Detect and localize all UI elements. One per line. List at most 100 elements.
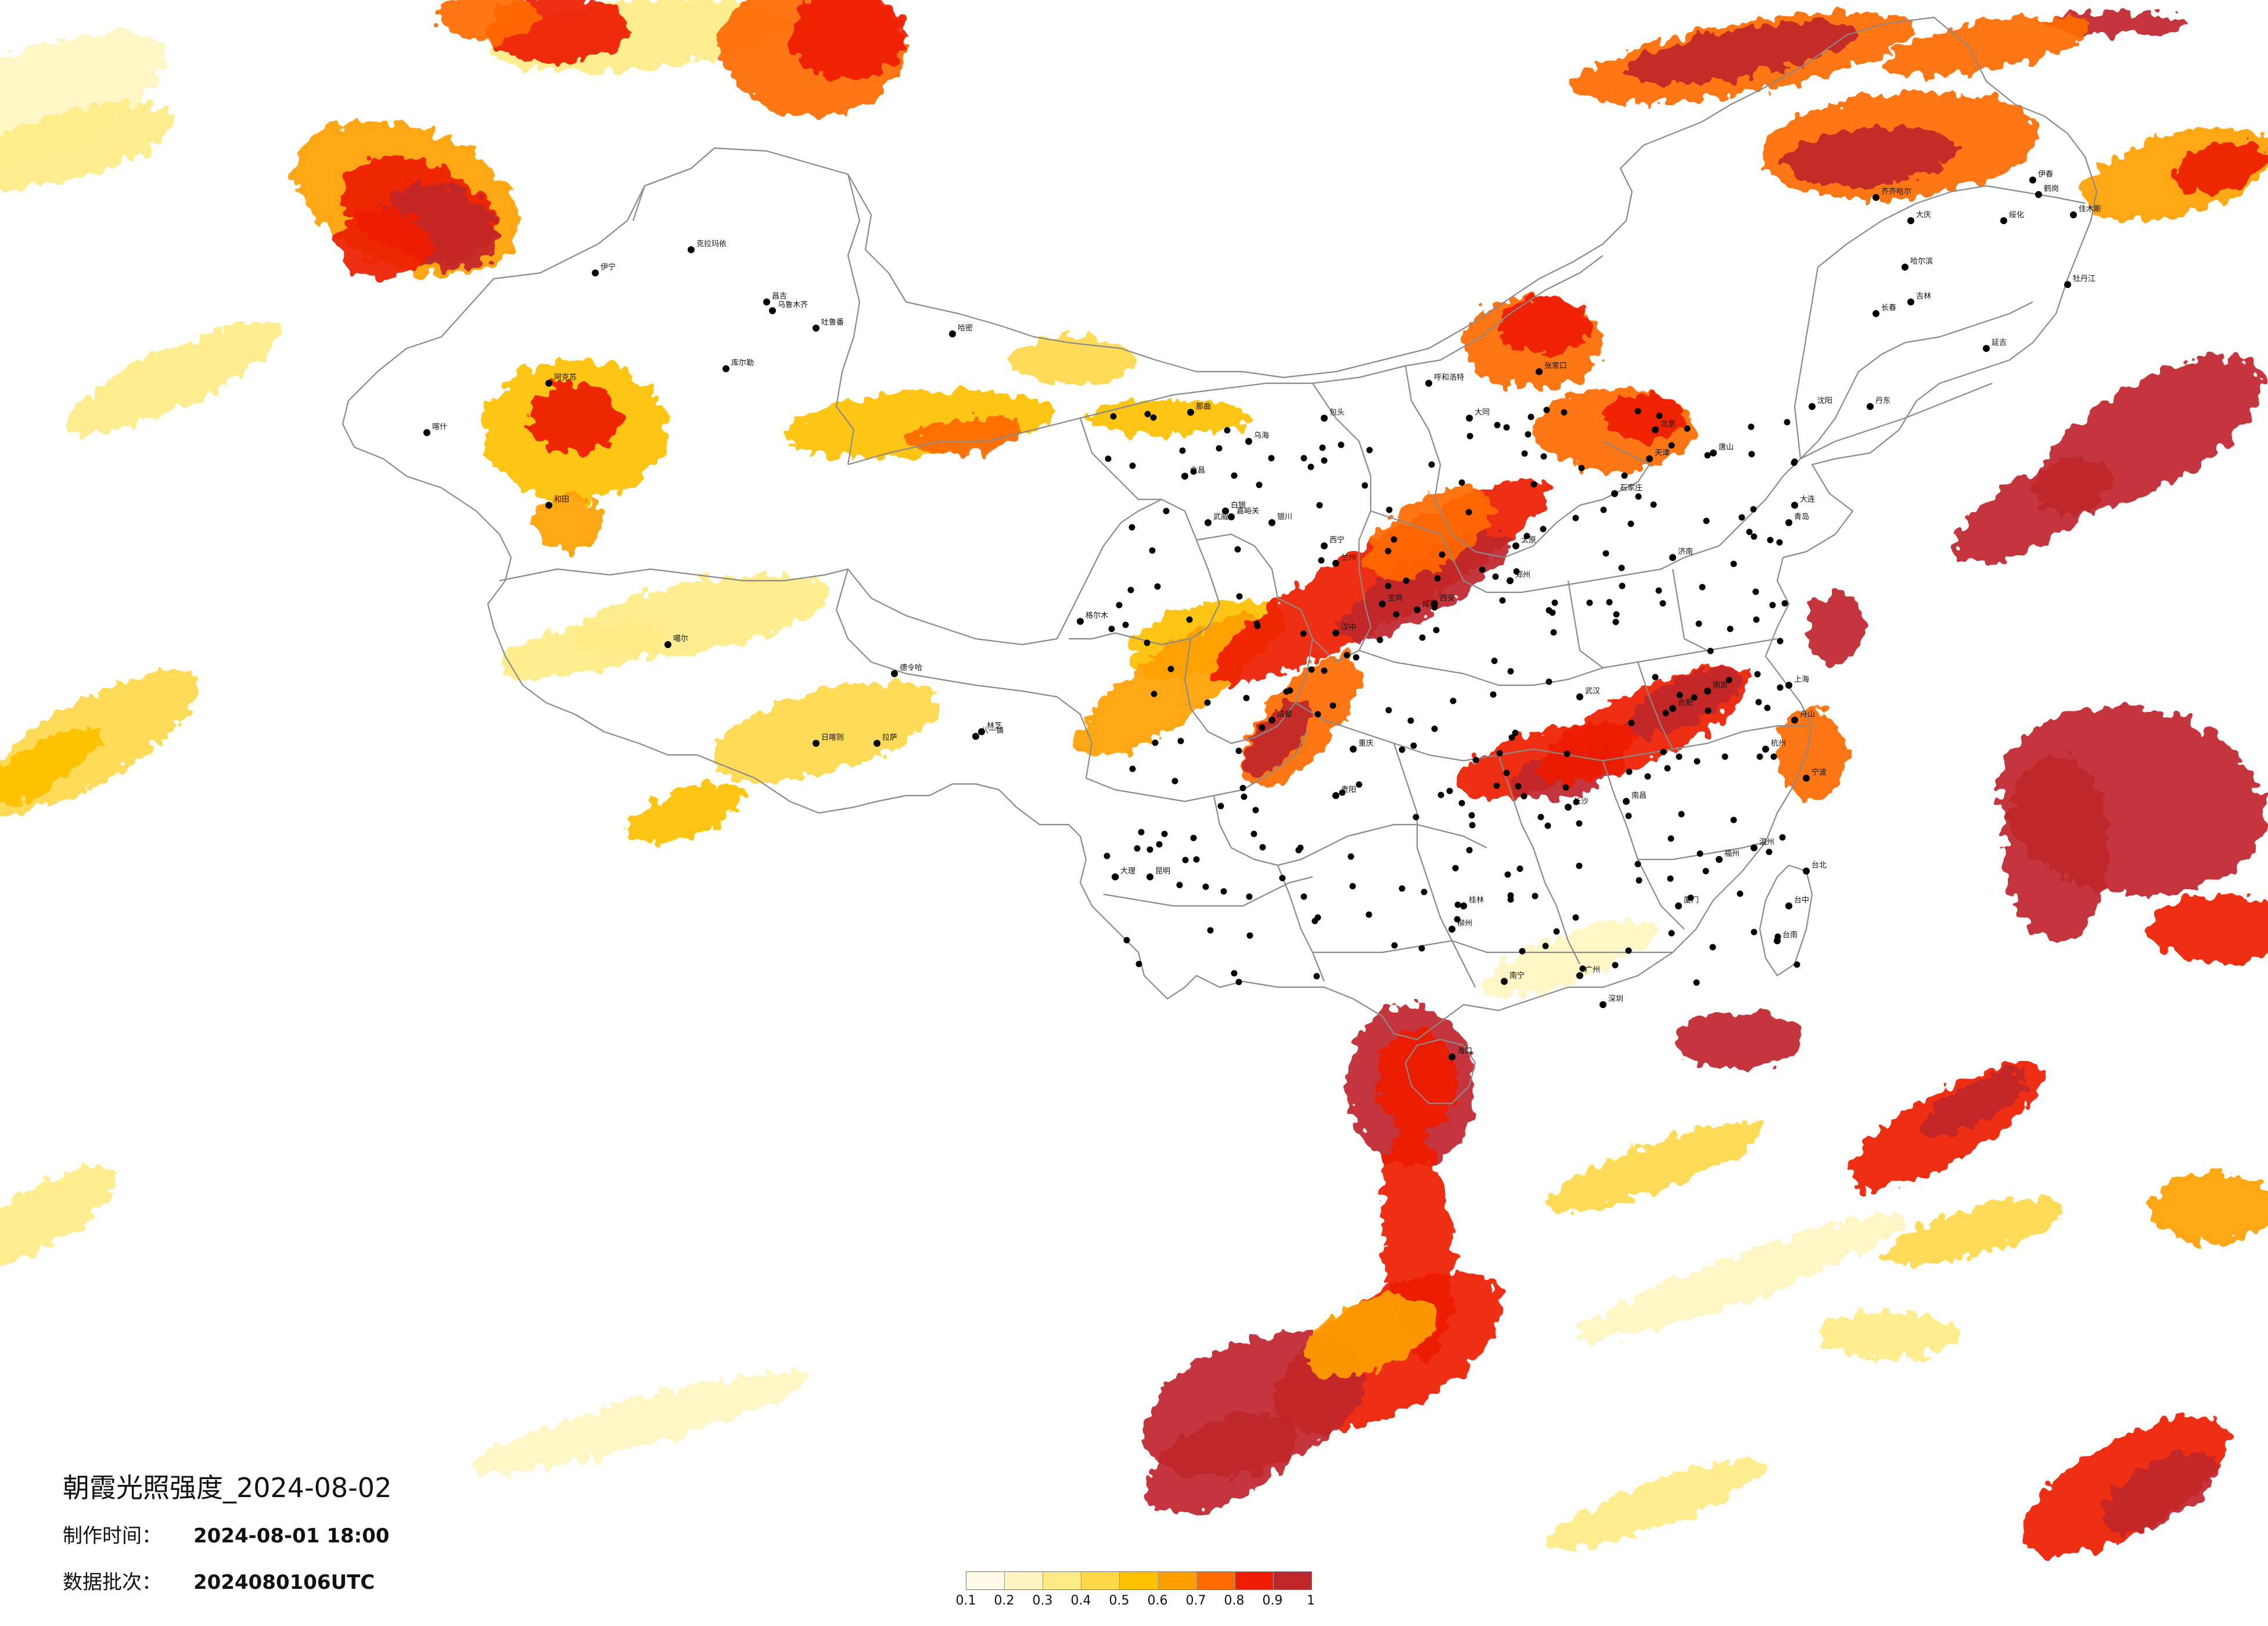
data-batch-value: 2024080106UTC: [193, 1571, 375, 1594]
city-label: 嘉峪关: [1237, 507, 1259, 516]
city-dot: [1619, 582, 1626, 589]
city-label: 鹤岗: [2044, 184, 2059, 193]
city-label: 大庆: [1916, 211, 1931, 220]
city-dot: [1576, 693, 1583, 700]
city-dot: [1246, 893, 1253, 900]
city-dot: [1550, 629, 1557, 636]
city-dot: [763, 298, 770, 305]
city-dot: [1466, 847, 1473, 854]
city-dot: [1542, 942, 1549, 949]
city-dot: [592, 269, 599, 276]
intensity-patch: [500, 623, 662, 678]
city-label: 深圳: [1608, 995, 1623, 1003]
city-dot: [1561, 409, 1568, 416]
city-label: 包头: [1329, 408, 1345, 417]
city-dot: [1753, 616, 1760, 623]
city-dot: [1350, 746, 1357, 753]
city-dot: [1376, 636, 1383, 643]
city-dot: [1493, 782, 1500, 789]
city-dot: [1425, 380, 1432, 387]
city-dot: [1784, 419, 1791, 426]
city-dot: [1549, 609, 1556, 616]
city-label: 格尔木: [1086, 611, 1108, 620]
city-dot: [1867, 403, 1874, 410]
city-dot: [2029, 177, 2036, 184]
city-dot: [2064, 281, 2071, 288]
city-dot: [1135, 961, 1142, 967]
city-dot: [1907, 217, 1914, 224]
city-dot: [1318, 557, 1325, 564]
city-label: 南京: [1713, 681, 1728, 690]
city-dot: [1675, 902, 1682, 909]
intensity-patch: [68, 322, 281, 433]
intensity-patch: [2103, 1452, 2218, 1533]
city-dot: [1623, 798, 1630, 805]
legend-swatch: [1081, 1572, 1120, 1589]
city-dot: [1412, 814, 1419, 821]
city-dot: [1399, 885, 1406, 892]
city-label: 吉林: [1916, 292, 1931, 301]
city-dot: [1755, 699, 1762, 706]
city-label: 西安: [1440, 594, 1455, 603]
data-batch: 数据批次： 2024080106UTC: [63, 1566, 375, 1595]
intensity-patch: [1603, 395, 1684, 441]
intensity-patch: [1955, 458, 2111, 564]
city-dot: [1634, 861, 1641, 868]
city-dot: [1785, 682, 1792, 689]
city-dot: [1127, 587, 1134, 593]
city-dot: [1779, 834, 1786, 841]
city-dot: [1503, 424, 1510, 431]
city-dot: [1764, 704, 1771, 711]
city-dot: [1618, 564, 1625, 571]
city-label: 舟山: [1800, 710, 1815, 719]
city-label: 温州: [1759, 838, 1774, 847]
city-dot: [1390, 536, 1397, 543]
city-dot: [1678, 811, 1685, 818]
city-dot: [1179, 447, 1186, 454]
intensity-patch: [2149, 1173, 2268, 1243]
city-dot: [1750, 506, 1757, 513]
city-dot: [1600, 1001, 1606, 1008]
city-dot: [1667, 875, 1674, 882]
city-dot: [1659, 600, 1666, 607]
city-dot: [1521, 450, 1528, 457]
city-label: 台中: [1794, 896, 1809, 905]
city-dot: [1709, 944, 1716, 951]
city-dot: [1774, 933, 1781, 940]
city-label: 大理: [1120, 867, 1135, 876]
intensity-patch: [1498, 296, 1591, 354]
city-dot: [1104, 852, 1110, 859]
city-dot: [2035, 191, 2042, 198]
intensity-patch: [624, 782, 746, 844]
city-dot: [1134, 845, 1141, 852]
city-label: 唐山: [1719, 443, 1734, 452]
city-dot: [1156, 841, 1163, 848]
city-dot: [723, 365, 729, 372]
city-dot: [1494, 422, 1501, 429]
city-dot: [1625, 947, 1632, 954]
legend-ticks: 0.1 0.2 0.3 0.4 0.5 0.6 0.7 0.8 0.9 1: [956, 1590, 1315, 1609]
city-dot: [1791, 502, 1798, 509]
city-dot: [1612, 962, 1619, 969]
city-dot: [1418, 945, 1425, 952]
city-label: 齐齐哈尔: [1881, 187, 1911, 196]
city-dot: [1144, 639, 1151, 646]
city-dot: [1652, 674, 1659, 681]
city-dot: [1519, 948, 1526, 955]
city-label: 和田: [554, 495, 569, 504]
city-dot: [1512, 542, 1519, 549]
intensity-patch: [0, 726, 102, 807]
intensity-patch: [1885, 1198, 2065, 1264]
city-label: 喀什: [432, 422, 447, 431]
city-dot: [1762, 746, 1769, 753]
city-label: 白银: [1231, 501, 1246, 510]
city-dot: [1190, 468, 1197, 475]
intensity-patch: [2173, 143, 2264, 194]
city-dot: [1530, 481, 1537, 488]
city-dot: [1391, 942, 1398, 949]
city-dot: [1693, 979, 1700, 986]
city-dot: [1809, 403, 1816, 410]
city-dot: [1356, 781, 1363, 788]
city-dot: [1386, 506, 1393, 513]
city-dot: [1268, 519, 1275, 526]
